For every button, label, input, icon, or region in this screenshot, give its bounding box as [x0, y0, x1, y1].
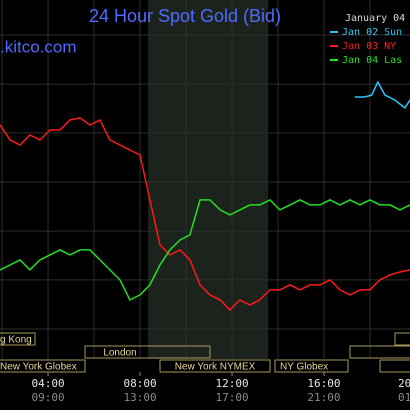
series-line [0, 198, 410, 301]
date-label: January 04 [345, 13, 405, 24]
session-bar [159, 359, 271, 373]
session-label: New York Globex [0, 362, 77, 373]
session-label: NY Globex [280, 362, 328, 373]
legend-label: Jan 03 NY [342, 41, 396, 52]
x-tick-label-secondary: 13:00 [123, 391, 156, 404]
x-tick-label-secondary: 09:00 [31, 391, 64, 404]
series-line [354, 80, 410, 109]
x-tick-label: 20 [398, 377, 410, 390]
x-tick-label: 12:00 [215, 377, 248, 390]
session-label: London [103, 348, 136, 359]
plot-area [0, 0, 410, 359]
x-tick-label-secondary: 17:00 [215, 391, 248, 404]
x-tick-label: 04:00 [31, 377, 64, 390]
session-label: g Kong [0, 335, 32, 346]
session-bar [0, 332, 36, 346]
session-bar [0, 359, 86, 373]
session-bar [84, 345, 211, 359]
legend-label: Jan 04 Las [342, 55, 402, 66]
chart-title: 24 Hour Spot Gold (Bid) [89, 6, 281, 26]
x-tick-label-secondary: 01 [398, 391, 410, 404]
brand: .kitco.com [0, 37, 77, 56]
session-bar [394, 332, 410, 346]
session-label: New York NYMEX [175, 362, 256, 373]
session-bar [349, 345, 410, 359]
trading-band [148, 0, 269, 359]
x-tick-label: 16:00 [307, 377, 340, 390]
x-tick-label: 08:00 [123, 377, 156, 390]
session-bar [274, 359, 349, 373]
session-bar [379, 359, 410, 373]
x-tick-label-secondary: 21:00 [307, 391, 340, 404]
series-line [0, 117, 410, 311]
legend-label: Jan 02 Sun [342, 27, 402, 38]
